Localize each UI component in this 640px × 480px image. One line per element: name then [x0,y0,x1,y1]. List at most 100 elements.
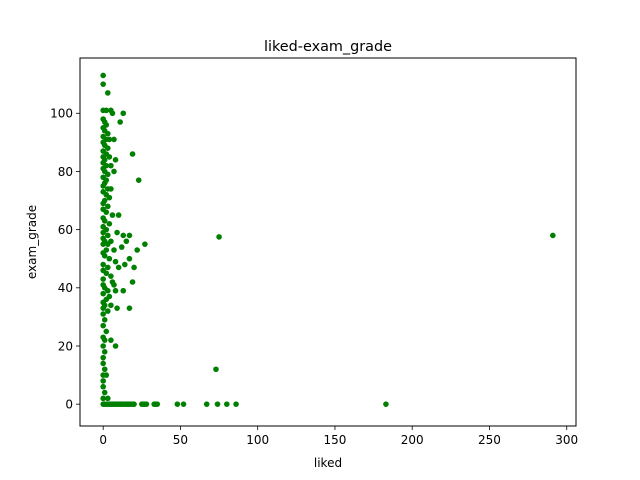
data-point [129,151,136,157]
data-point [142,241,148,247]
data-point [143,401,150,407]
data-point [101,253,108,259]
data-point [115,264,122,271]
data-point [120,110,127,117]
data-point [126,305,133,311]
data-point [203,401,210,407]
data-point [106,154,113,160]
data-point [108,162,114,169]
y-ticks: 0 20 40 60 80 100 [50,107,80,411]
y-axis-label: exam_grade [25,205,39,279]
x-tick-label: 300 [555,433,578,447]
data-point [100,183,106,189]
data-point [111,282,117,288]
data-point [122,261,128,268]
data-point [100,276,106,282]
y-tick-label: 60 [58,223,73,237]
y-tick-label: 0 [65,397,73,411]
data-point [105,130,111,137]
data-point [103,328,110,335]
data-point [115,212,122,218]
data-point [105,203,111,210]
data-point [101,389,108,396]
data-point [233,401,239,407]
data-point [100,229,106,236]
data-point [101,337,108,343]
x-tick-label: 250 [478,433,501,447]
data-point [100,311,106,317]
data-point [550,232,556,239]
data-point [100,305,106,311]
x-ticks: 0 50 100 150 200 250 300 [99,426,578,447]
data-point [111,168,117,175]
data-point [112,258,119,265]
data-point [216,234,222,240]
data-point [126,232,133,239]
data-point [109,110,116,117]
data-point [108,186,114,192]
x-axis-label: liked [314,456,342,470]
x-tick-label: 150 [324,433,347,447]
data-point [100,383,106,390]
data-point [103,107,110,114]
data-point [100,360,106,367]
data-point [180,401,187,407]
data-point [100,200,106,207]
y-tick-label: 80 [58,165,73,179]
data-point [109,212,116,218]
data-point [106,136,113,143]
data-point [112,287,119,294]
data-point [105,395,111,402]
data-point [100,290,106,297]
data-point [105,287,111,294]
data-point [100,322,106,329]
x-tick-label: 200 [401,433,424,447]
data-point [105,308,111,314]
data-point [131,401,137,407]
data-point [100,81,106,87]
data-point [105,241,111,247]
y-tick-label: 100 [50,107,73,121]
data-point [100,378,106,384]
data-point [135,177,142,183]
data-point [100,241,106,247]
data-point [100,72,106,79]
data-point [106,194,113,201]
data-point [123,238,130,245]
y-tick-label: 20 [58,339,73,353]
chart-title: liked-exam_grade [264,39,392,55]
x-tick-label: 0 [99,433,107,447]
data-point [100,261,106,268]
plot-frame [79,57,577,427]
data-point [214,401,221,407]
data-point [117,119,123,125]
data-point [129,279,136,285]
y-tick-label: 40 [58,281,73,295]
data-point [103,372,110,378]
data-point [101,317,108,323]
data-point [105,171,111,178]
data-point [174,401,181,407]
data-point [112,343,119,349]
data-point [101,366,108,373]
data-point [105,264,111,271]
data-point [100,354,106,361]
data-point [131,264,137,271]
data-point [106,221,113,227]
data-point [134,247,140,253]
data-point [383,401,389,407]
data-point [154,401,161,407]
data-point [108,302,114,309]
data-point [118,244,125,250]
data-point [120,287,127,294]
data-point [108,337,114,343]
data-point [111,247,117,253]
x-tick-label: 50 [173,433,188,447]
points-layer [100,72,556,407]
data-point [100,343,106,349]
data-point [114,305,120,311]
data-point [105,90,111,96]
data-point [103,209,110,215]
data-point [111,136,117,143]
